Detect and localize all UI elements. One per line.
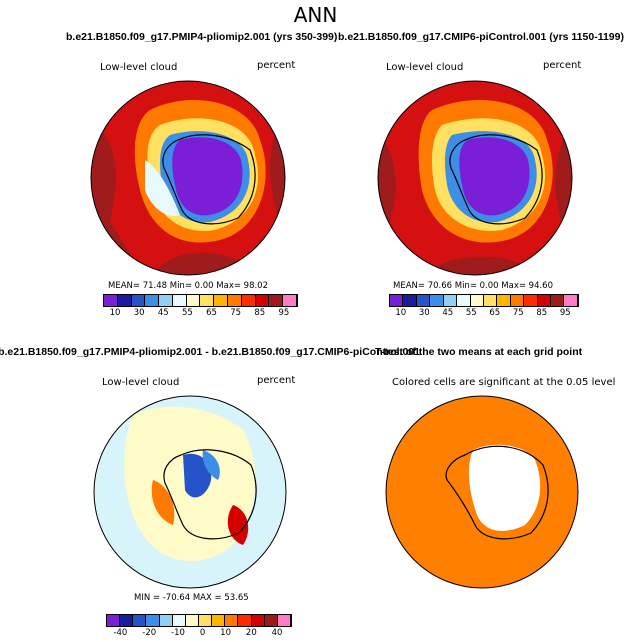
colorbar-tick-label: 20 <box>245 628 257 638</box>
colorbar-swatch <box>198 615 213 626</box>
panel-tr-title: b.e21.B1850.f09_g17.CMIP6-piControl.001 … <box>338 31 624 43</box>
colorbar-swatch <box>117 295 132 306</box>
colorbar-swatch <box>172 295 187 306</box>
colorbar-swatch <box>186 295 201 306</box>
panel-tl-title: b.e21.B1850.f09_g17.PMIP4-pliomip2.001 (… <box>66 31 338 43</box>
colorbar-swatch <box>145 295 160 306</box>
map-panel-bl <box>93 395 287 589</box>
colorbar-swatch <box>264 615 278 626</box>
map-panel-tl <box>90 80 286 276</box>
panel-br-title: T-test of the two means at each grid poi… <box>375 346 583 358</box>
super-title: ANN <box>293 3 338 27</box>
colorbar-swatch <box>470 295 484 306</box>
colorbar-tick-label: 45 <box>157 308 169 318</box>
colorbar-swatch <box>510 295 525 306</box>
colorbar-swatch <box>214 295 229 306</box>
colorbar-tick-label: 10 <box>220 628 231 638</box>
panel-bl-title: b.e21.B1850.f09_g17.PMIP4-pliomip2.001 -… <box>0 346 420 358</box>
colorbar-bl-ticks: -40 -20 -10 0 10 20 40 <box>106 628 290 638</box>
colorbar-tick-label: 75 <box>230 308 242 318</box>
panel-bl-left-label: Low-level cloud <box>102 377 180 388</box>
colorbar-swatch <box>107 615 121 626</box>
colorbar-swatch <box>524 295 538 306</box>
colorbar-swatch <box>430 295 444 306</box>
colorbar-swatch <box>228 295 242 306</box>
colorbar-tick-label: 30 <box>418 308 430 318</box>
panel-tl-right-label: percent <box>257 60 296 71</box>
panel-tr-left-label: Low-level cloud <box>386 62 464 73</box>
colorbar-swatch <box>551 295 565 306</box>
panel-tl-stats: MEAN= 71.48 Min= 0.00 Max= 98.02 <box>108 281 269 291</box>
colorbar-tick-label: 0 <box>199 628 206 638</box>
colorbar-swatch <box>238 615 252 626</box>
colorbar-tick-label: 85 <box>536 308 548 318</box>
colorbar-swatch <box>416 295 431 306</box>
panel-bl-right-label: percent <box>257 375 296 386</box>
panel-br-note: Colored cells are significant at the 0.0… <box>392 377 616 388</box>
colorbar-swatch <box>133 615 147 626</box>
colorbar-tick-label: 55 <box>182 308 193 318</box>
colorbar-tick-label: 45 <box>442 308 454 318</box>
colorbar-tick-label: 10 <box>109 308 121 318</box>
colorbar-swatch <box>564 295 578 306</box>
colorbar-swatch <box>212 615 226 626</box>
colorbar-swatch <box>159 295 173 306</box>
colorbar-tick-label: 10 <box>395 308 407 318</box>
colorbar-swatch <box>443 295 458 306</box>
colorbar-swatch <box>251 615 265 626</box>
colorbar-swatch <box>131 295 146 306</box>
colorbar-tick-label: 65 <box>206 308 217 318</box>
panel-tr-stats: MEAN= 70.66 Min= 0.00 Max= 94.60 <box>393 281 554 291</box>
colorbar-tick-label: 55 <box>465 308 477 318</box>
colorbar-swatch <box>497 295 511 306</box>
panel-bl-stats: MIN = -70.64 MAX = 53.65 <box>134 593 249 603</box>
colorbar-tick-label: -20 <box>142 628 157 638</box>
colorbar-swatch <box>225 615 239 626</box>
colorbar-swatch <box>403 295 417 306</box>
colorbar-tick-label: 30 <box>133 308 145 318</box>
colorbar-swatch <box>200 295 215 306</box>
colorbar-tick-label: -10 <box>171 628 185 638</box>
colorbar-swatch <box>269 295 284 306</box>
colorbar-tick-label: 75 <box>512 308 524 318</box>
colorbar-swatch <box>537 295 552 306</box>
colorbar-swatch <box>159 615 173 626</box>
map-panel-br <box>385 395 579 589</box>
colorbar-tick-label: 40 <box>271 628 283 638</box>
colorbar-tick-label: 65 <box>489 308 501 318</box>
colorbar-swatch <box>185 615 199 626</box>
colorbar-tl <box>103 294 298 307</box>
colorbar-swatch <box>255 295 270 306</box>
colorbar-tr <box>389 294 579 307</box>
colorbar-swatch <box>104 295 118 306</box>
colorbar-swatch <box>146 615 160 626</box>
colorbar-swatch <box>483 295 498 306</box>
colorbar-tl-ticks: 10 30 45 55 65 75 85 95 <box>103 308 296 318</box>
colorbar-tick-label: -40 <box>113 628 128 638</box>
colorbar-swatch <box>172 615 186 626</box>
colorbar-swatch <box>241 295 256 306</box>
colorbar-tick-label: 95 <box>559 308 571 318</box>
map-panel-tr <box>377 80 573 276</box>
colorbar-swatch <box>457 295 471 306</box>
colorbar-swatch <box>283 295 297 306</box>
panel-tl-left-label: Low-level cloud <box>100 62 178 73</box>
colorbar-bl <box>106 614 292 627</box>
colorbar-tick-label: 95 <box>278 308 290 318</box>
colorbar-swatch <box>277 615 291 626</box>
colorbar-tr-ticks: 10 30 45 55 65 75 85 95 <box>389 308 577 318</box>
panel-tr-right-label: percent <box>543 60 582 71</box>
colorbar-tick-label: 85 <box>254 308 266 318</box>
colorbar-swatch <box>120 615 134 626</box>
colorbar-swatch <box>390 295 404 306</box>
